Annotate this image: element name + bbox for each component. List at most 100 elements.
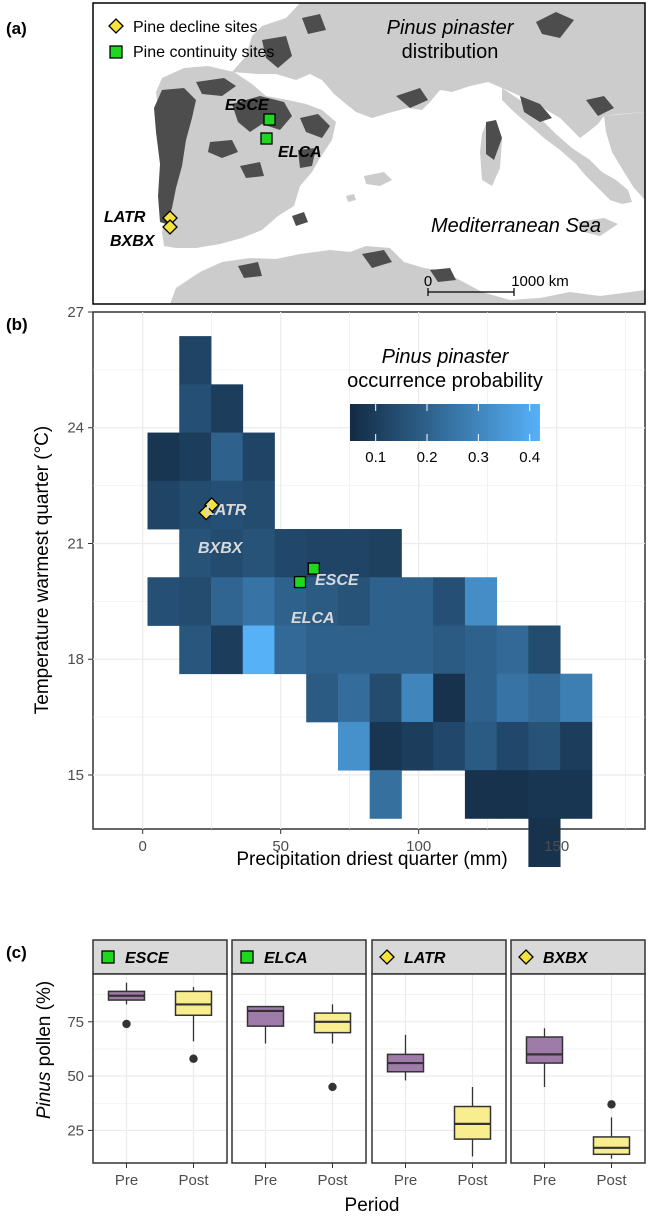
x-tick-label: Post (317, 1172, 348, 1189)
heatmap-cell (369, 770, 402, 819)
heatmap-cell (401, 577, 434, 626)
map-distribution (154, 12, 614, 282)
colorbar-tick-label: 0.4 (519, 449, 540, 466)
heatmap-cell (560, 673, 593, 723)
facet-border (371, 973, 507, 1164)
box-post (592, 1100, 631, 1159)
heatmap-cell (369, 673, 402, 723)
facet-strip (92, 939, 228, 975)
box-pre (386, 1034, 425, 1081)
y-tick-label: 27 (67, 304, 84, 321)
heatmap-cell (210, 384, 244, 433)
box-post (174, 987, 213, 1063)
heatmap-cell (210, 625, 244, 675)
map-sites: ESCE ELCA LATR BXBX (104, 97, 322, 250)
heatmap-cell (274, 625, 307, 675)
heatmap-cell (464, 770, 498, 819)
heatmap-cell (306, 577, 339, 626)
scalebar-end-label: 1000 km (511, 273, 569, 290)
boxplot-ylabel-rest: pollen (%) (34, 981, 55, 1072)
facet-continuity-marker (101, 950, 115, 964)
map-site-elca-marker (260, 132, 273, 145)
heatmap-cells (147, 336, 593, 868)
map-scalebar: 0 1000 km (424, 273, 569, 296)
map-land-balkans (604, 112, 645, 200)
box-iqr (592, 1136, 631, 1156)
heatmap-cell (560, 721, 593, 771)
heatmap-y-ticks: 15 18 21 24 27 (67, 304, 93, 784)
heatmap-site-esce-label: ESCE (315, 572, 360, 589)
heatmap-cell (179, 336, 212, 385)
heatmap-cell (242, 625, 275, 675)
colorbar-title-species: Pinus pinaster (382, 346, 510, 368)
heatmap-cell (179, 529, 212, 578)
facet-decline-marker (518, 949, 534, 965)
y-tick-label: 18 (67, 651, 84, 668)
facet-plot-area (232, 974, 366, 1163)
map-sea-label: Mediterranean Sea (431, 215, 601, 237)
heatmap-cell (433, 673, 466, 723)
map-border (92, 2, 646, 305)
heatmap-cell (306, 625, 339, 675)
panel-c-label: (c) (6, 943, 27, 962)
legend-continuity-label: Pine continuity sites (133, 44, 274, 61)
map-land-sicily (578, 218, 618, 236)
heatmap-cell (337, 721, 371, 771)
heatmap-panel: 15 18 21 24 27 0 50 100 150 Precipitation dries… (32, 304, 646, 870)
heatmap-cell (401, 721, 434, 771)
box-post (453, 1086, 492, 1157)
box-outlier (122, 1019, 131, 1029)
facet-latr: LATR Pre Post (371, 939, 507, 1189)
heatmap-cell (179, 384, 212, 433)
heatmap-site-bxbx-marker (198, 504, 215, 521)
facet-strip-label: LATR (404, 950, 446, 967)
y-tick-label: 50 (67, 1068, 84, 1085)
legend-continuity-marker (109, 45, 123, 59)
heatmap-cell (496, 625, 529, 675)
x-tick-label: 0 (139, 838, 147, 855)
boxplot-y-ticks: 25 50 75 (67, 1014, 93, 1139)
x-tick-label: Pre (533, 1172, 556, 1189)
heatmap-cell (528, 770, 561, 819)
heatmap-cell (496, 673, 529, 723)
y-tick-label: 21 (67, 535, 84, 552)
map-legend: Pine decline sites Pine continuity sites (108, 18, 274, 61)
heatmap-site-elca-marker (293, 575, 307, 589)
heatmap-cell (369, 625, 402, 675)
legend-decline-marker (108, 18, 124, 34)
boxplot-ylabel-species: Pinus (34, 1071, 55, 1119)
y-tick-label: 75 (67, 1014, 84, 1031)
box-outlier (328, 1082, 337, 1092)
boxplot-xlabel: Period (345, 1195, 400, 1216)
facet-decline-marker (379, 949, 395, 965)
heatmap-site-bxbx-label: BXBX (198, 540, 244, 557)
colorbar-title-rest: occurrence probability (347, 370, 543, 392)
legend-decline-label: Pine decline sites (133, 19, 258, 36)
box-pre (107, 982, 146, 1029)
heatmap-site-elca-label: ELCA (291, 610, 335, 627)
heatmap-cell (464, 577, 498, 626)
heatmap-cell (369, 577, 402, 626)
map-site-esce-marker (263, 113, 276, 126)
heatmap-cell (242, 529, 275, 578)
box-iqr (246, 1005, 285, 1027)
heatmap-cell (528, 673, 561, 723)
colorbar-tick-label: 0.3 (468, 449, 489, 466)
heatmap-cell (337, 577, 371, 626)
heatmap-cell (179, 432, 212, 482)
heatmap-cell (337, 529, 371, 578)
panel-a-label: (a) (6, 19, 27, 38)
x-tick-label: Pre (115, 1172, 138, 1189)
heatmap-cell (464, 625, 498, 675)
heatmap-cell (147, 577, 180, 626)
x-tick-label: Post (457, 1172, 488, 1189)
box-outlier (189, 1054, 198, 1063)
heatmap-cell (210, 529, 244, 578)
heatmap-site-latr-label: LATR (205, 502, 247, 519)
heatmap-cell (369, 721, 402, 771)
scalebar-start-label: 0 (424, 273, 432, 290)
heatmap-cell (496, 721, 529, 771)
map-site-bxbx-label: BXBX (110, 233, 156, 250)
heatmap-cell (179, 577, 212, 626)
x-tick-label: Post (596, 1172, 627, 1189)
